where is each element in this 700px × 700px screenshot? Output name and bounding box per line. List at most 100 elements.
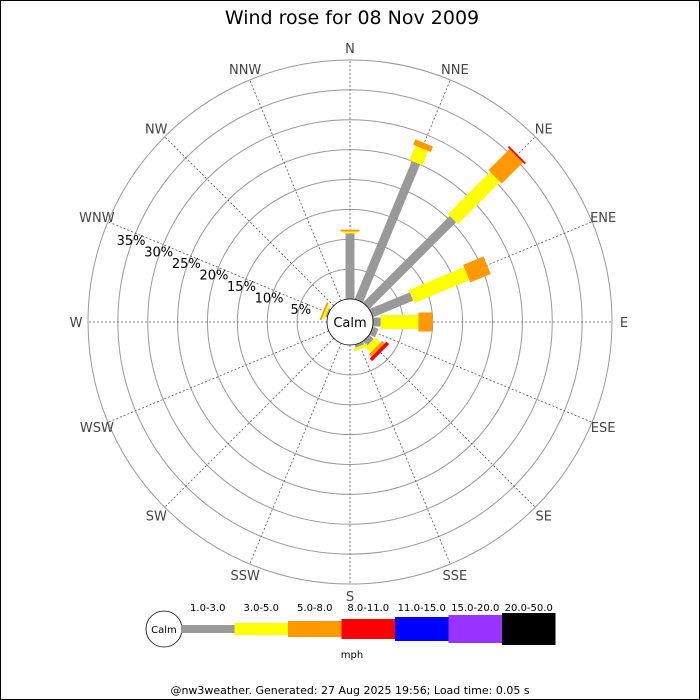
petal-group: [507, 145, 527, 165]
petal-group: [488, 149, 523, 184]
legend-bin-label: 3.0-5.0: [244, 603, 279, 614]
petal-segment: [463, 256, 491, 283]
petal-group: [373, 317, 381, 327]
petal-group: [345, 233, 355, 299]
radial-tick-label: 10%: [255, 291, 284, 306]
petal-segment: [447, 171, 501, 225]
petal-segment: [319, 302, 329, 321]
petal-segment: [354, 341, 365, 348]
petal-group: [447, 171, 501, 225]
petal-segment: [418, 312, 433, 332]
direction-label-w: W: [70, 316, 83, 331]
petal-segment: [380, 315, 419, 329]
petal-segment: [353, 343, 368, 352]
petal-segment: [413, 139, 433, 153]
legend-bin-label: 1.0-3.0: [190, 603, 225, 614]
grid-circle: [147, 119, 553, 525]
direction-labels: N NNE NE ENE E ESE SE SSE S SSW SW WSW W WNW NW NNW: [70, 42, 629, 605]
direction-label-ne: NE: [535, 122, 553, 137]
grid-circle: [207, 179, 493, 465]
petal-segment: [408, 267, 470, 303]
legend-bin-label: 8.0-11.0: [347, 603, 389, 614]
legend-bin-label: 5.0-8.0: [297, 603, 332, 614]
radial-tick-label: 5%: [291, 303, 312, 318]
petal-group: [340, 229, 360, 232]
petal-group: [325, 308, 331, 318]
legend-swatch: [341, 619, 395, 639]
legend-swatch: [181, 625, 235, 633]
direction-label-sse: SSE: [442, 569, 467, 584]
direction-label-se: SE: [536, 510, 552, 525]
petal-group: [368, 340, 385, 357]
legend-unit-label: mph: [341, 650, 363, 661]
legend-swatch: [395, 617, 449, 641]
radial-tick-label: 35%: [117, 234, 146, 249]
direction-label-s: S: [346, 590, 354, 605]
petal-segment: [363, 335, 374, 346]
petal-group: [322, 305, 330, 319]
legend-calm-label: Calm: [151, 625, 177, 636]
petal-group: [354, 341, 365, 348]
direction-label-ene: ENE: [590, 211, 616, 226]
petal-segment: [409, 145, 429, 166]
legend-bin-label: 11.0-15.0: [398, 603, 446, 614]
petal-group: [343, 231, 357, 234]
speed-legend: Calm 1.0-3.0 3.0-5.0 5.0-8.0 8.0-11.0 11.0-15…: [145, 603, 556, 661]
petal-segment: [373, 317, 381, 327]
legend-swatch: [502, 613, 556, 645]
petal-segment: [343, 231, 357, 234]
petal-group: [413, 139, 433, 153]
direction-label-ese: ESE: [591, 421, 616, 436]
petal-segment: [368, 340, 385, 357]
petal-group: [369, 326, 379, 338]
direction-label-nnw: NNW: [229, 63, 261, 78]
direction-label-nne: NNE: [441, 63, 469, 78]
radial-tick-label: 30%: [144, 246, 173, 261]
grid-circle: [87, 59, 613, 585]
petal-group: [369, 292, 414, 318]
calm-circle: [326, 298, 374, 346]
petal-group: [463, 256, 491, 283]
petal-group: [365, 337, 381, 353]
petal-group: [363, 335, 374, 346]
petal-group: [380, 315, 419, 329]
petal-segment: [363, 215, 457, 309]
petal-group: [408, 267, 470, 303]
radial-tick-label: 20%: [199, 268, 228, 283]
direction-label-wnw: WNW: [79, 211, 115, 226]
petal-segment: [345, 233, 355, 299]
petal-group: [369, 341, 390, 362]
petal-segment: [488, 149, 523, 184]
radial-tick-label: 15%: [227, 280, 256, 295]
direction-label-e: E: [620, 316, 628, 331]
direction-label-wsw: WSW: [80, 421, 114, 436]
legend-bin-label: 20.0-50.0: [505, 603, 553, 614]
petal-segment: [340, 229, 360, 232]
petal-segment: [322, 305, 330, 319]
calm-center: Calm: [326, 298, 374, 346]
petal-segment: [369, 326, 379, 338]
footer-text: @nw3weather. Generated: 27 Aug 2025 19:5…: [170, 684, 529, 697]
chart-title: Wind rose for 08 Nov 2009: [225, 7, 479, 29]
wind-petals: [319, 139, 527, 362]
petal-segment: [507, 145, 527, 165]
legend-swatch: [234, 623, 288, 635]
petal-group: [319, 302, 329, 321]
calm-label: Calm: [333, 316, 366, 331]
petal-segment: [369, 292, 414, 318]
petal-segment: [325, 308, 331, 318]
legend-bin-label: 15.0-20.0: [451, 603, 499, 614]
radial-tick-label: 25%: [172, 257, 201, 272]
direction-label-ssw: SSW: [230, 569, 260, 584]
radial-tick-labels: 5% 10%15%20%25%30%35%: [117, 234, 312, 318]
direction-label-nw: NW: [145, 122, 168, 137]
petal-group: [353, 343, 368, 352]
direction-label-n: N: [345, 42, 355, 57]
petal-segment: [365, 337, 381, 353]
petal-group: [363, 215, 457, 309]
direction-label-sw: SW: [146, 510, 167, 525]
legend-swatch: [448, 615, 502, 643]
petal-segment: [354, 161, 421, 303]
petal-group: [418, 312, 433, 332]
